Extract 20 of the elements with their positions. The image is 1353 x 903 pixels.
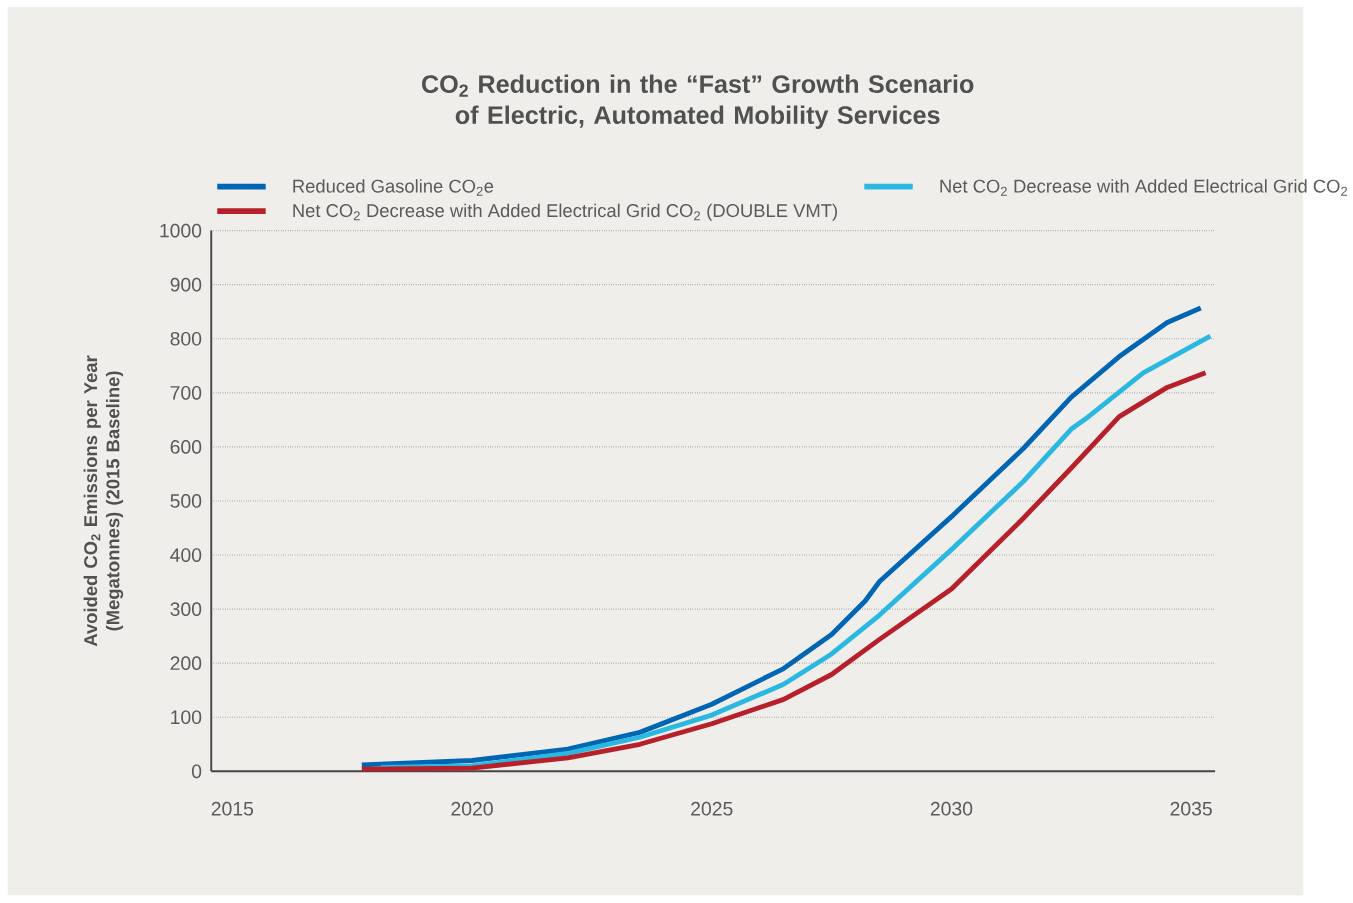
chart-title: CO$_{2}$ Reduction in the “Fast” Growth Scenario of Electric, Automated Mobility Services	[422, 74, 974, 129]
legend-label: Reduced Gasoline CO$_{2}$e	[293, 179, 494, 196]
y-tick-label: 300	[170, 602, 202, 616]
y-tick-label: 400	[170, 548, 202, 562]
y-tick-label: 800	[170, 331, 202, 346]
y-tick-label: 500	[170, 494, 202, 508]
y-tick-label: 100	[171, 710, 202, 725]
y-tick-label: 200	[170, 656, 202, 670]
legend-label: Net CO$_{2}$ Decrease with Added Electrical Grid CO$_{2}$	[940, 179, 1348, 196]
y-tick-label: 900	[170, 277, 202, 292]
x-tick-label: 2025	[691, 801, 733, 816]
x-tick-label: 2015	[211, 801, 254, 816]
y-tick-label: 700	[170, 385, 202, 400]
x-tick-label: 2035	[1170, 801, 1212, 816]
y-tick-label: 0	[191, 764, 202, 779]
x-tick-label: 2030	[930, 801, 973, 816]
x-tick-label: 2020	[451, 801, 493, 816]
legend-label: Net CO$_{2}$ Decrease with Added Electrical Grid CO$_{2}$ (DOUBLE VMT)	[293, 203, 837, 221]
y-tick-label: 600	[170, 439, 202, 454]
y-tick-label: 1000	[160, 223, 202, 238]
